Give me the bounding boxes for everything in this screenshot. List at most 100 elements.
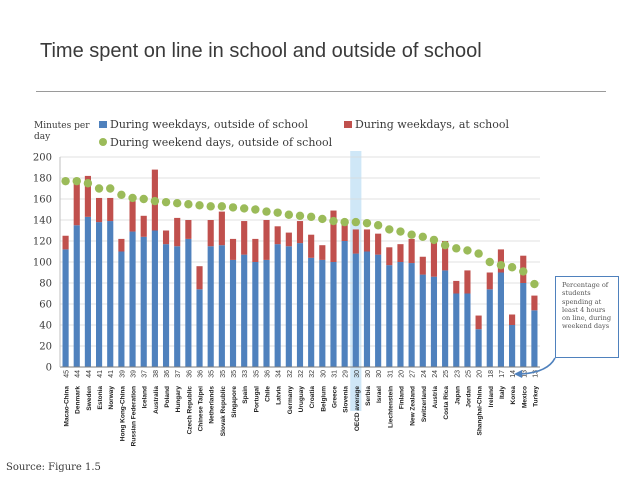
bar-at-school — [442, 241, 449, 271]
bar-outside-school — [319, 259, 326, 367]
percent-label: 14 — [510, 370, 517, 378]
category-label: Hungary — [175, 386, 182, 413]
category-label: Austria — [432, 386, 439, 409]
percent-label: 24 — [421, 370, 428, 378]
bar-at-school — [430, 236, 438, 277]
percent-label: 44 — [86, 370, 93, 378]
y-tick-label: 120 — [33, 237, 52, 248]
weekend-point — [373, 221, 383, 230]
percent-label: 29 — [343, 370, 350, 378]
bar-at-school — [408, 238, 415, 264]
bar-at-school — [96, 197, 103, 223]
weekend-point — [385, 225, 394, 234]
bar-at-school — [84, 175, 91, 217]
category-label: Netherlands — [209, 386, 216, 424]
legend-swatch-outside-school — [99, 121, 107, 128]
bar-at-school — [274, 226, 281, 245]
weekend-point — [239, 204, 249, 213]
legend-marker-weekend — [99, 138, 107, 146]
bar-at-school — [308, 234, 315, 258]
weekend-point — [228, 203, 238, 212]
weekend-point — [396, 227, 405, 236]
bar-at-school — [174, 217, 181, 247]
bar-at-school — [185, 220, 192, 239]
weekend-point — [284, 210, 294, 219]
bar-outside-school — [218, 245, 225, 367]
weekend-point — [463, 246, 472, 255]
category-label: Italy — [499, 386, 506, 399]
category-label: Finland — [398, 386, 405, 409]
weekend-point — [407, 230, 416, 239]
category-label: Shanghai-China — [477, 386, 484, 436]
category-label: Belgium — [320, 386, 327, 412]
percent-label: 39 — [131, 370, 138, 378]
y-tick-label: 180 — [33, 174, 52, 185]
percent-label: 23 — [454, 370, 461, 378]
bar-outside-school — [375, 254, 382, 367]
percent-label: 30 — [320, 370, 327, 378]
bar-outside-school — [408, 263, 415, 367]
bar-outside-school — [118, 251, 125, 367]
bar-outside-school — [285, 246, 292, 367]
bar-outside-school — [107, 221, 114, 367]
y-tick-label: 60 — [39, 300, 52, 311]
bar-at-school — [375, 233, 382, 255]
category-label: Latvia — [276, 386, 283, 405]
weekend-point — [496, 260, 506, 270]
weekend-point — [530, 279, 539, 289]
bar-outside-school — [129, 231, 136, 367]
weekend-point — [329, 216, 338, 226]
slide-title: Time spent on line in school and outside… — [40, 40, 482, 62]
bar-at-school — [453, 280, 460, 294]
percent-label: 35 — [209, 370, 216, 378]
bar-at-school — [73, 178, 80, 226]
category-label: Japan — [454, 386, 461, 405]
bar-at-school — [129, 201, 136, 232]
percent-label: 33 — [242, 370, 249, 378]
category-label: Israel — [376, 386, 383, 403]
percent-label: 13 — [532, 370, 539, 378]
weekend-point — [440, 241, 450, 250]
bar-at-school — [363, 229, 371, 252]
weekend-point — [474, 249, 483, 258]
category-label: Macao-China — [64, 386, 71, 427]
category-label: Czech Republic — [186, 386, 193, 435]
bar-at-school — [509, 314, 516, 325]
weekend-point — [161, 197, 171, 207]
percent-label: 20 — [398, 370, 405, 378]
percent-label: 27 — [410, 370, 417, 378]
bar-at-school — [319, 245, 326, 260]
weekend-point — [173, 199, 182, 208]
bar-outside-school — [363, 251, 371, 367]
category-label: Russian Federation — [131, 386, 138, 446]
callout-box: Percentage of students spending at least… — [555, 276, 619, 358]
category-label: Denmark — [75, 386, 82, 414]
category-label: Chile — [265, 386, 272, 402]
legend-label-weekend: During weekend days, outside of school — [110, 136, 333, 149]
weekend-point — [94, 184, 104, 193]
bar-at-school — [486, 272, 493, 290]
bar-outside-school — [442, 270, 449, 367]
bar-outside-school — [162, 244, 170, 367]
y-tick-label: 20 — [39, 342, 52, 353]
y-tick-label: 160 — [33, 195, 52, 206]
bar-at-school — [475, 315, 482, 330]
bar-at-school — [285, 232, 292, 247]
weekend-point — [418, 232, 427, 241]
category-label: Greece — [331, 386, 338, 408]
weekend-point — [262, 207, 271, 216]
bar-outside-school — [341, 241, 348, 367]
percent-label: 32 — [287, 370, 294, 378]
percent-label: 41 — [108, 370, 115, 378]
bar-outside-school — [241, 254, 248, 367]
percent-label: 30 — [365, 370, 372, 378]
bar-outside-school — [509, 325, 516, 367]
bar-at-school — [341, 220, 348, 241]
weekend-point — [128, 193, 137, 203]
bar-outside-school — [185, 238, 192, 367]
bar-at-school — [386, 247, 393, 266]
bar-at-school — [296, 221, 304, 244]
category-label: Korea — [510, 386, 517, 405]
category-label: Slovak Republic — [220, 386, 227, 437]
